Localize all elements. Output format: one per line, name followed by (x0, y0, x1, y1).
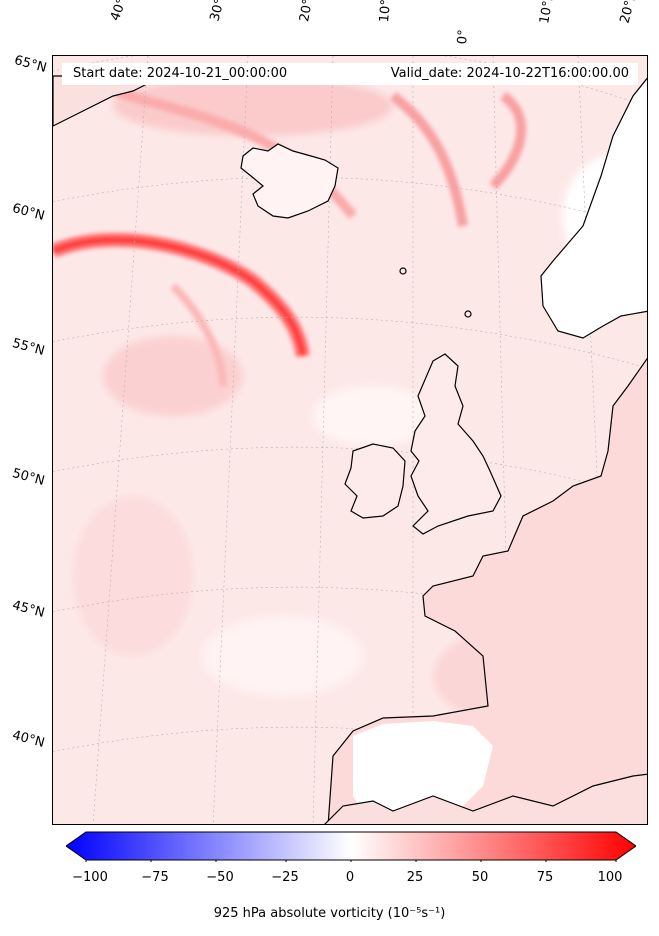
lon-label-10e: 10°E (537, 0, 558, 25)
colorbar-tick: 100 (597, 870, 623, 885)
lat-label-50n: 50°N (10, 466, 47, 489)
lon-label-0: 0° (455, 28, 472, 45)
start-date-label: Start date: 2024-10-21_00:00:00 (73, 66, 288, 81)
colorbar-tick: 75 (536, 870, 554, 885)
map-panel (52, 55, 648, 825)
lon-label-20e: 20°E (617, 0, 641, 26)
lat-label-60n: 60°N (10, 201, 47, 224)
lon-label-10w: 10°W (377, 0, 396, 23)
lat-label-55n: 55°N (10, 336, 47, 359)
header-strip (62, 63, 638, 85)
colorbar-tick: −50 (206, 870, 234, 885)
lat-label-40n: 40°N (10, 728, 47, 751)
lon-label-30w: 30°W (207, 0, 232, 23)
vorticity-map (53, 56, 647, 824)
lat-label-45n: 45°N (10, 598, 47, 621)
colorbar-tick: 50 (471, 870, 489, 885)
vorticity-streaks (53, 86, 526, 387)
colorbar-tick: −100 (72, 870, 108, 885)
valid-date-label: Valid_date: 2024-10-22T16:00:00.00 (390, 66, 629, 81)
colorbar-tick: −75 (141, 870, 169, 885)
coastlines (53, 75, 647, 824)
lat-label-65n: 65°N (12, 53, 49, 76)
lon-label-20w: 20°W (297, 0, 319, 24)
colorbar-tick: 0 (345, 870, 355, 885)
colorbar-tick: 25 (406, 870, 424, 885)
colorbar-tick: −25 (271, 870, 299, 885)
lon-label-40w: 40°W (107, 0, 135, 23)
colorbar (66, 831, 636, 862)
colorbar-label: 925 hPa absolute vorticity (10⁻⁵s⁻¹) (213, 906, 446, 921)
